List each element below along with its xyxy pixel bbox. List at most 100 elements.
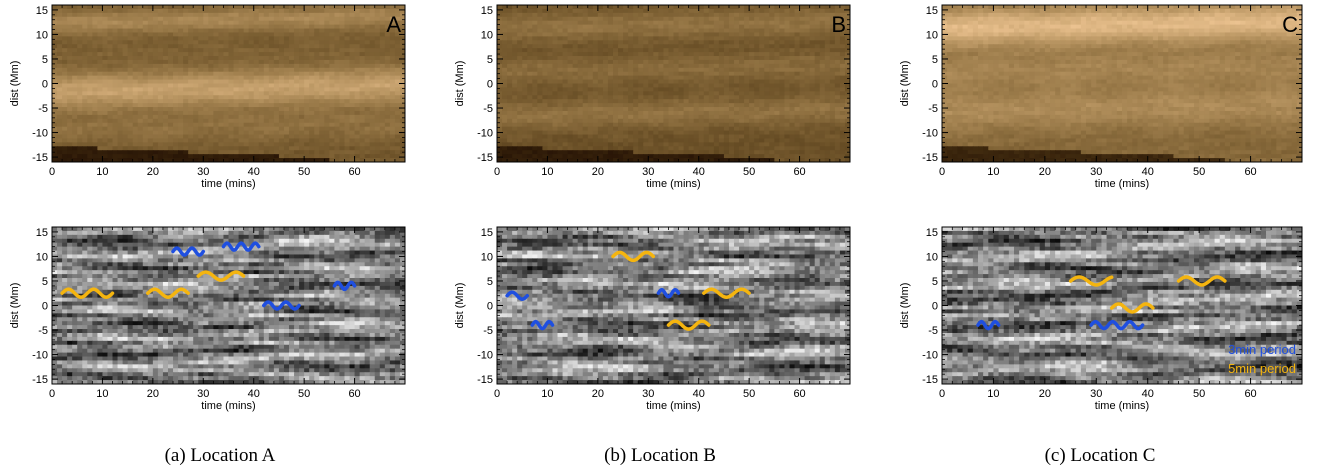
A-intensity-xtick-label: 50 xyxy=(298,166,310,178)
C-filtered-ytick-label: -15 xyxy=(922,374,938,386)
A-filtered-ylabel: dist (Mm) xyxy=(9,283,21,329)
B-filtered-oscillation-5min-4 xyxy=(666,319,711,331)
C-filtered-oscillation-3min-0 xyxy=(976,319,1001,331)
A-intensity-ytick-label: 15 xyxy=(36,5,48,17)
B-filtered-xtick-label: 30 xyxy=(642,388,654,400)
legend-entry-3min: 3min period xyxy=(1228,342,1296,357)
C-intensity-ytick-label: -15 xyxy=(922,152,938,164)
C-filtered-xtick-label: 30 xyxy=(1090,388,1102,400)
C-filtered-xlabel: time (mins) xyxy=(1095,400,1149,412)
A-intensity-ytick-label: -15 xyxy=(32,152,48,164)
C-intensity-panel: 0 10 20 30 40 50 60 -15 -10 -5 0 5 10 15 time (mins) di… xyxy=(899,4,1303,190)
C-filtered-image xyxy=(942,227,1302,384)
B-intensity-xtick-label: 20 xyxy=(592,166,604,178)
C-intensity-xtick-label: 60 xyxy=(1244,166,1256,178)
A-filtered-xtick-label: 60 xyxy=(348,388,360,400)
C-intensity-image xyxy=(942,5,1302,162)
A-intensity-xtick-label: 20 xyxy=(147,166,159,178)
C-filtered-panel: 0 10 20 30 40 50 60 -15 -10 -5 0 5 10 15 time (mins) di… xyxy=(899,226,1303,412)
B-filtered-ytick-label: 0 xyxy=(487,301,493,313)
C-intensity-xtick-label: 50 xyxy=(1193,166,1205,178)
A-intensity-xtick-label: 0 xyxy=(49,166,55,178)
A-intensity-xlabel: time (mins) xyxy=(201,178,255,190)
A-filtered-oscillation-5min-5 xyxy=(146,287,190,299)
A-intensity-xtick-label: 40 xyxy=(248,166,260,178)
C-filtered-ytick-label: -5 xyxy=(928,325,938,337)
C-intensity-ytick-label: -5 xyxy=(928,103,938,115)
A-filtered-xtick-label: 30 xyxy=(197,388,209,400)
A-filtered-oscillation-3min-1 xyxy=(221,241,261,252)
A-filtered-oscillation-5min-4 xyxy=(60,287,115,299)
C-filtered-oscillation-5min-4 xyxy=(1176,275,1227,287)
B-intensity-image xyxy=(497,5,850,162)
C-filtered-xtick-label: 40 xyxy=(1142,388,1154,400)
A-intensity-ylabel: dist (Mm) xyxy=(9,61,21,107)
C-intensity-ylabel: dist (Mm) xyxy=(899,61,911,107)
legend-entry-5min: 5min period xyxy=(1228,361,1296,376)
A-filtered-oscillation-5min-6 xyxy=(196,270,246,282)
C-intensity-ytick-label: 0 xyxy=(932,79,938,91)
A-intensity-ytick-label: 5 xyxy=(42,54,48,66)
C-filtered-ylabel: dist (Mm) xyxy=(899,283,911,329)
A-intensity-ytick-label: -5 xyxy=(38,103,48,115)
B-intensity-xtick-label: 0 xyxy=(494,166,500,178)
C-intensity-panel-label: C xyxy=(1282,12,1298,37)
C-intensity-xlabel: time (mins) xyxy=(1095,178,1149,190)
B-filtered-oscillation-3min-0 xyxy=(505,290,530,301)
B-filtered-ylabel: dist (Mm) xyxy=(454,283,466,329)
C-filtered-ytick-label: 5 xyxy=(932,276,938,288)
A-filtered-ytick-label: 5 xyxy=(42,276,48,288)
C-filtered-ytick-label: 15 xyxy=(926,227,938,239)
C-intensity-ytick-label: 15 xyxy=(926,5,938,17)
B-intensity-ytick-label: 10 xyxy=(481,29,493,41)
caption-a: (a) Location A xyxy=(164,445,276,466)
A-filtered-ytick-label: 10 xyxy=(36,251,48,263)
A-intensity-image xyxy=(52,5,405,162)
B-filtered-ytick-label: -10 xyxy=(477,350,493,362)
A-filtered-ytick-label: -15 xyxy=(32,374,48,386)
B-filtered-xtick-label: 40 xyxy=(693,388,705,400)
B-filtered-ytick-label: -15 xyxy=(477,374,493,386)
A-filtered-ytick-label: -5 xyxy=(38,325,48,337)
C-intensity-ytick-label: -10 xyxy=(922,128,938,140)
B-filtered-xtick-label: 0 xyxy=(494,388,500,400)
A-filtered-xtick-label: 20 xyxy=(147,388,159,400)
B-intensity-xtick-label: 60 xyxy=(793,166,805,178)
A-filtered-xtick-label: 50 xyxy=(298,388,310,400)
B-filtered-oscillation-5min-5 xyxy=(702,287,751,299)
B-filtered-ytick-label: -5 xyxy=(483,325,493,337)
A-intensity-panel-label: A xyxy=(386,12,401,37)
A-filtered-xtick-label: 10 xyxy=(96,388,108,400)
B-intensity-xtick-label: 10 xyxy=(541,166,553,178)
A-intensity-panel: 0 10 20 30 40 50 60 -15 -10 -5 0 5 10 15 time (mins) di… xyxy=(9,4,406,190)
B-intensity-panel: 0 10 20 30 40 50 60 -15 -10 -5 0 5 10 15 time (mins) di… xyxy=(454,4,851,190)
B-filtered-panel: 0 10 20 30 40 50 60 -15 -10 -5 0 5 10 15 time (mins) di… xyxy=(454,226,851,412)
C-filtered-xtick-label: 0 xyxy=(939,388,945,400)
A-filtered-xtick-label: 40 xyxy=(248,388,260,400)
B-filtered-image xyxy=(497,227,850,384)
B-filtered-xtick-label: 50 xyxy=(743,388,755,400)
caption-c: (c) Location C xyxy=(1044,445,1156,466)
B-intensity-ytick-label: -5 xyxy=(483,103,493,115)
B-filtered-oscillation-5min-3 xyxy=(611,250,656,263)
C-filtered-oscillation-3min-1 xyxy=(1089,319,1145,331)
A-filtered-ytick-label: 15 xyxy=(36,227,48,239)
C-intensity-xtick-label: 30 xyxy=(1090,166,1102,178)
C-filtered-oscillation-5min-3 xyxy=(1109,302,1155,314)
A-filtered-ytick-label: -10 xyxy=(32,350,48,362)
C-filtered-ytick-label: 10 xyxy=(926,251,938,263)
A-filtered-xtick-label: 0 xyxy=(49,388,55,400)
B-intensity-xtick-label: 30 xyxy=(642,166,654,178)
B-filtered-oscillation-3min-1 xyxy=(530,319,555,331)
caption-b: (b) Location B xyxy=(604,445,716,466)
B-intensity-xtick-label: 40 xyxy=(693,166,705,178)
B-intensity-xtick-label: 50 xyxy=(743,166,755,178)
C-intensity-xtick-label: 40 xyxy=(1142,166,1154,178)
A-intensity-xtick-label: 30 xyxy=(197,166,209,178)
C-filtered-xtick-label: 60 xyxy=(1244,388,1256,400)
B-filtered-oscillation-3min-2 xyxy=(656,287,681,299)
A-intensity-ytick-label: 0 xyxy=(42,79,48,91)
B-intensity-ytick-label: 5 xyxy=(487,54,493,66)
A-intensity-xtick-label: 60 xyxy=(348,166,360,178)
